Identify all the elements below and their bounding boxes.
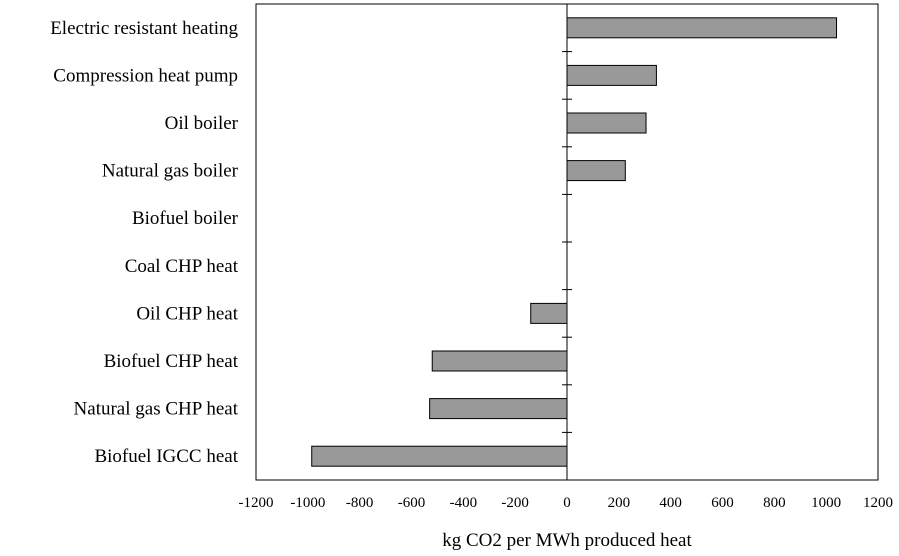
bar-natural-gas-boiler [566,160,626,182]
x-tick-label: 400 [659,495,682,511]
category-label: Compression heat pump [53,65,238,86]
bar-oil-chp-heat [530,302,568,324]
bar-compression-heat-pump [566,64,657,86]
bars-group [311,17,838,467]
category-label: Natural gas boiler [102,161,239,182]
x-tick-label: -1200 [239,495,274,511]
x-tick-label: -400 [450,495,478,511]
category-label: Biofuel boiler [132,208,239,229]
x-tick-label: 1200 [863,495,893,511]
x-tick-label: -200 [501,495,529,511]
x-tick-label: -600 [398,495,426,511]
category-label: Coal CHP heat [125,256,239,277]
category-labels-group: Electric resistant heating Compression he… [50,18,239,467]
category-label: Natural gas CHP heat [74,399,239,420]
bar-electric-resistant-heating [566,17,838,39]
x-tick-label: 1000 [811,495,841,511]
category-label: Biofuel CHP heat [104,351,239,372]
category-label: Oil boiler [165,113,239,134]
x-tick-labels-group: -1200 -1000 -800 -600 -400 -200 0 200 400 600 800 1… [239,495,894,511]
x-tick-label: -800 [346,495,374,511]
x-tick-label: 800 [763,495,786,511]
bar-biofuel-chp-heat [431,350,568,372]
bar-natural-gas-chp-heat [429,398,568,420]
bar-oil-boiler [566,112,647,134]
x-tick-label: 200 [608,495,631,511]
category-label: Oil CHP heat [136,303,238,324]
x-tick-label: 0 [563,495,571,511]
x-tick-label: -1000 [290,495,325,511]
category-ticks-group [562,51,572,433]
category-label: Electric resistant heating [50,18,238,39]
bar-biofuel-igcc-heat [311,445,568,467]
category-label: Biofuel IGCC heat [94,446,238,467]
x-axis-title: kg CO2 per MWh produced heat [442,530,692,551]
x-tick-label: 600 [711,495,734,511]
